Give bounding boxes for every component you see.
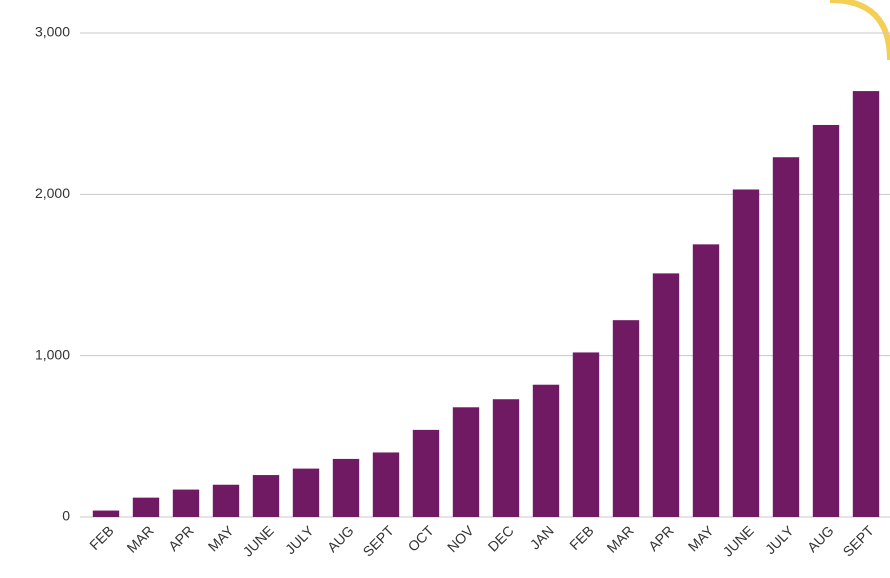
bar	[772, 157, 800, 517]
bar	[252, 475, 280, 517]
bar	[732, 189, 760, 517]
bar	[332, 458, 360, 517]
bar	[852, 91, 880, 517]
bar	[812, 124, 840, 518]
bar	[372, 452, 400, 517]
y-tick-label: 3,000	[35, 24, 70, 40]
bar	[172, 489, 200, 517]
bar	[212, 484, 240, 517]
bar	[492, 399, 520, 517]
y-tick-label: 1,000	[35, 346, 70, 362]
bar	[132, 497, 160, 517]
bar	[292, 468, 320, 517]
corner-border	[829, 0, 890, 61]
bar	[692, 244, 720, 517]
bar	[92, 510, 120, 517]
bar	[532, 384, 560, 517]
bar	[572, 352, 600, 517]
bar	[412, 429, 440, 517]
y-tick-label: 0	[62, 508, 70, 524]
bar	[612, 320, 640, 517]
bar	[452, 407, 480, 517]
bar	[652, 273, 680, 517]
y-tick-label: 2,000	[35, 185, 70, 201]
